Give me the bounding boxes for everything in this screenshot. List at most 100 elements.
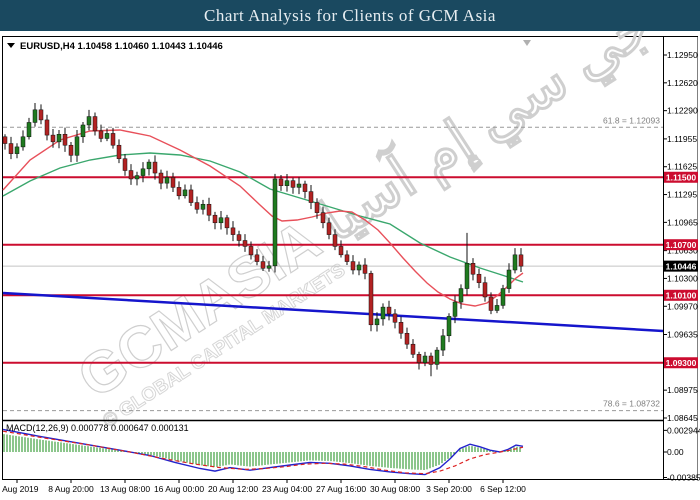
candle-body <box>122 158 128 171</box>
candle-body <box>200 203 206 210</box>
candle-body <box>20 136 26 148</box>
candle-body <box>26 122 32 138</box>
macd-histogram <box>3 434 521 471</box>
candle-body <box>422 355 428 364</box>
candle-body <box>350 261 356 271</box>
price-axis-label: 1.11955 <box>667 134 697 144</box>
macd-axis-label: -0.003856 <box>667 473 700 483</box>
candle-body <box>176 187 182 197</box>
candle-body <box>8 143 14 154</box>
macd-axis-label: 0.00 <box>667 447 684 457</box>
key-level-badge-box <box>664 171 698 183</box>
candle-body <box>326 222 332 235</box>
candle-body <box>374 318 380 326</box>
candle-body <box>164 177 170 184</box>
candle-body <box>254 254 260 262</box>
candle-body <box>290 180 296 188</box>
time-axis-label: 27 Aug 16:00 <box>316 484 366 494</box>
current-price-badge-box <box>664 260 698 272</box>
price-axis-label: 1.10630 <box>667 246 698 256</box>
candle-body <box>170 177 176 188</box>
candle-body <box>104 133 110 139</box>
price-axis-label: 1.11295 <box>667 190 697 200</box>
price-axis-label: 1.09635 <box>667 330 698 340</box>
candle-body <box>248 246 254 256</box>
price-axis-label: 1.10300 <box>667 273 698 283</box>
candle-body <box>188 189 194 203</box>
price-axis-label: 1.10965 <box>667 217 698 227</box>
candle-body <box>116 144 122 159</box>
candle-body <box>404 332 410 345</box>
macd-indicator-label: MACD(12,26,9) 0.000778 0.000647 0.000131 <box>6 423 189 433</box>
candle-body <box>476 273 482 283</box>
fib-level-label: 61.8 = 1.12093 <box>603 115 660 125</box>
candle-body <box>470 263 476 275</box>
time-axis-label: 3 Sep 20:00 <box>426 484 472 494</box>
candle-body <box>38 109 44 121</box>
candle-body <box>194 202 200 210</box>
candle-body <box>50 134 56 143</box>
candle-body <box>68 144 74 156</box>
candle-body <box>14 146 20 154</box>
candle-body <box>518 254 524 267</box>
symbol-dropdown-icon[interactable] <box>7 43 15 48</box>
candle-body <box>242 240 248 247</box>
key-level-badge: 1.10700 <box>666 240 697 250</box>
price-axis-label: 1.12620 <box>667 78 698 88</box>
candle-body <box>236 234 242 241</box>
key-level-badge: 1.10100 <box>666 291 697 301</box>
candle-body <box>320 212 326 224</box>
candle-body <box>158 172 164 184</box>
candle-body <box>230 227 236 235</box>
candle-body <box>260 261 266 269</box>
candle-body <box>146 161 152 170</box>
candle-body <box>428 355 434 365</box>
candle-body <box>446 316 452 337</box>
price-axis-label: 1.12950 <box>667 50 698 60</box>
candle-body <box>182 189 188 197</box>
key-level-badge-box <box>664 289 698 301</box>
candle-body <box>482 282 488 298</box>
candle-body <box>134 175 140 180</box>
key-level-badge-box <box>664 239 698 251</box>
candle-body <box>110 133 116 146</box>
macd-axis-label: 0.002944 <box>667 425 700 435</box>
time-axis-label: 16 Aug 00:00 <box>154 484 204 494</box>
candle-body <box>80 124 86 138</box>
price-axis-background <box>664 37 698 479</box>
candle-body <box>266 265 272 269</box>
candle-body <box>356 264 362 271</box>
candle-body <box>314 202 320 213</box>
candle-body <box>464 263 470 289</box>
time-axis-label: 30 Aug 08:00 <box>370 484 420 494</box>
candle-body <box>512 254 518 271</box>
time-axis-label: 23 Aug 04:00 <box>262 484 312 494</box>
candle-body <box>218 217 224 224</box>
candles-series <box>2 103 524 377</box>
candle-body <box>296 183 302 188</box>
candle-body <box>86 116 92 126</box>
candle-body <box>32 109 38 123</box>
candle-body <box>500 288 506 306</box>
candle-body <box>272 178 278 267</box>
candle-body <box>128 170 134 180</box>
key-level-badge: 1.11500 <box>666 172 697 182</box>
candle-body <box>44 119 50 136</box>
candle-body <box>362 264 368 274</box>
ma-fast-line <box>2 129 524 307</box>
price-axis-label: 1.12290 <box>667 106 698 116</box>
candle-body <box>344 254 350 262</box>
candle-body <box>392 313 398 323</box>
candle-body <box>434 349 440 365</box>
price-axis-label: 1.09970 <box>667 301 698 311</box>
time-axis-label: 13 Aug 08:00 <box>100 484 150 494</box>
candle-body <box>62 134 68 146</box>
price-axis-label: 1.08645 <box>667 413 698 423</box>
chart-plot-area[interactable] <box>3 37 663 420</box>
fib-level-label: 78.6 = 1.08732 <box>603 399 660 409</box>
candle-body <box>302 183 308 192</box>
chart-shift-marker[interactable] <box>523 40 531 46</box>
candle-body <box>506 269 512 289</box>
